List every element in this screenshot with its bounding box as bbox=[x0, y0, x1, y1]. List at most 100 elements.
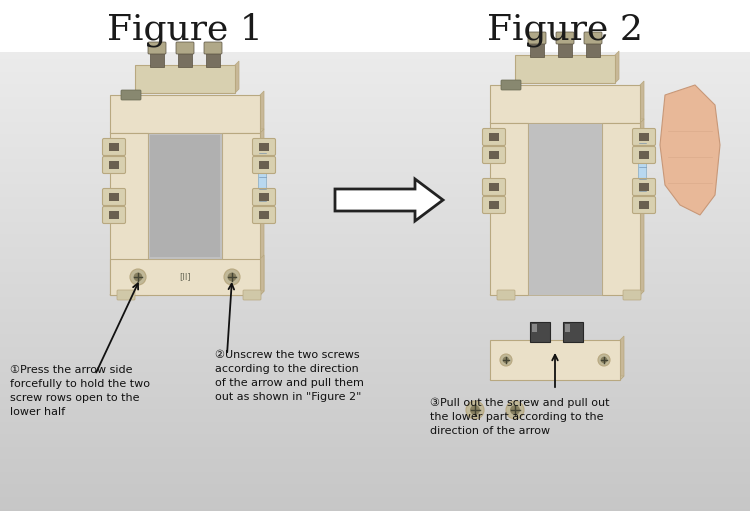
Circle shape bbox=[506, 401, 524, 419]
FancyBboxPatch shape bbox=[482, 147, 506, 164]
Circle shape bbox=[598, 354, 610, 366]
Bar bbox=[150, 135, 220, 257]
FancyBboxPatch shape bbox=[103, 189, 125, 205]
Circle shape bbox=[130, 269, 146, 285]
FancyBboxPatch shape bbox=[253, 156, 275, 174]
Bar bbox=[515, 55, 615, 83]
Circle shape bbox=[510, 405, 520, 415]
Circle shape bbox=[503, 357, 509, 363]
Bar bbox=[639, 133, 649, 141]
Bar bbox=[530, 41, 544, 57]
Bar bbox=[586, 41, 600, 57]
Bar bbox=[602, 123, 640, 295]
Bar bbox=[490, 85, 640, 123]
Bar bbox=[109, 211, 119, 219]
Bar bbox=[110, 133, 148, 295]
Circle shape bbox=[134, 272, 142, 282]
Bar bbox=[638, 135, 646, 205]
FancyBboxPatch shape bbox=[253, 138, 275, 155]
Polygon shape bbox=[222, 291, 264, 295]
Bar bbox=[490, 123, 528, 295]
FancyBboxPatch shape bbox=[204, 42, 222, 54]
Bar bbox=[109, 143, 119, 151]
Bar bbox=[258, 145, 266, 215]
FancyBboxPatch shape bbox=[632, 197, 656, 214]
FancyBboxPatch shape bbox=[148, 42, 166, 54]
Circle shape bbox=[470, 405, 480, 415]
Bar bbox=[565, 324, 570, 332]
FancyBboxPatch shape bbox=[632, 178, 656, 196]
Polygon shape bbox=[620, 336, 624, 380]
Text: ②Unscrew the two screws
according to the direction
of the arrow and pull them
ou: ②Unscrew the two screws according to the… bbox=[215, 350, 364, 402]
Bar bbox=[206, 51, 220, 67]
FancyBboxPatch shape bbox=[584, 32, 602, 44]
Bar bbox=[110, 259, 260, 295]
Bar bbox=[259, 193, 269, 201]
Bar bbox=[530, 322, 550, 342]
Bar bbox=[109, 193, 119, 201]
Circle shape bbox=[601, 357, 608, 363]
Bar bbox=[135, 65, 235, 93]
Polygon shape bbox=[260, 255, 264, 295]
Polygon shape bbox=[148, 129, 152, 295]
Polygon shape bbox=[260, 129, 264, 295]
Bar bbox=[563, 322, 583, 342]
Text: Figure 2: Figure 2 bbox=[487, 13, 643, 47]
FancyBboxPatch shape bbox=[482, 178, 506, 196]
Bar bbox=[490, 340, 620, 380]
Polygon shape bbox=[615, 51, 619, 83]
FancyBboxPatch shape bbox=[176, 42, 194, 54]
FancyBboxPatch shape bbox=[253, 206, 275, 223]
Text: [II]: [II] bbox=[179, 272, 190, 282]
Bar bbox=[528, 123, 602, 295]
Circle shape bbox=[500, 354, 512, 366]
Polygon shape bbox=[640, 81, 644, 123]
Polygon shape bbox=[260, 91, 264, 133]
Polygon shape bbox=[602, 291, 644, 295]
Bar bbox=[639, 201, 649, 209]
Polygon shape bbox=[110, 129, 264, 133]
Bar bbox=[259, 161, 269, 169]
FancyBboxPatch shape bbox=[501, 80, 521, 90]
Polygon shape bbox=[490, 291, 532, 295]
FancyBboxPatch shape bbox=[103, 138, 125, 155]
Text: ①Press the arrow side
forcefully to hold the two
screw rows open to the
lower ha: ①Press the arrow side forcefully to hold… bbox=[10, 365, 150, 417]
FancyBboxPatch shape bbox=[121, 90, 141, 100]
Bar bbox=[0, 0, 750, 52]
Bar bbox=[222, 133, 260, 295]
Bar bbox=[532, 324, 537, 332]
Bar bbox=[178, 51, 192, 67]
FancyBboxPatch shape bbox=[103, 206, 125, 223]
Circle shape bbox=[466, 401, 484, 419]
FancyBboxPatch shape bbox=[632, 147, 656, 164]
Bar bbox=[150, 51, 164, 67]
Polygon shape bbox=[490, 119, 644, 123]
Bar bbox=[109, 161, 119, 169]
Polygon shape bbox=[110, 291, 152, 295]
FancyBboxPatch shape bbox=[243, 290, 261, 300]
Polygon shape bbox=[660, 85, 720, 215]
FancyBboxPatch shape bbox=[482, 128, 506, 146]
Circle shape bbox=[227, 272, 236, 282]
Bar bbox=[639, 151, 649, 159]
Polygon shape bbox=[235, 61, 239, 93]
Bar bbox=[489, 133, 499, 141]
Bar bbox=[489, 201, 499, 209]
Bar bbox=[639, 183, 649, 191]
Bar bbox=[489, 151, 499, 159]
Polygon shape bbox=[640, 119, 644, 295]
FancyBboxPatch shape bbox=[632, 128, 656, 146]
FancyBboxPatch shape bbox=[528, 32, 546, 44]
FancyBboxPatch shape bbox=[117, 290, 135, 300]
FancyBboxPatch shape bbox=[103, 156, 125, 174]
FancyArrow shape bbox=[335, 179, 443, 221]
Bar bbox=[110, 95, 260, 133]
Bar bbox=[558, 41, 572, 57]
Bar bbox=[148, 133, 222, 259]
Bar bbox=[259, 211, 269, 219]
Circle shape bbox=[224, 269, 240, 285]
Text: ③Pull out the screw and pull out
the lower part according to the
direction of th: ③Pull out the screw and pull out the low… bbox=[430, 398, 610, 436]
FancyBboxPatch shape bbox=[623, 290, 641, 300]
Polygon shape bbox=[110, 291, 264, 295]
FancyBboxPatch shape bbox=[482, 197, 506, 214]
